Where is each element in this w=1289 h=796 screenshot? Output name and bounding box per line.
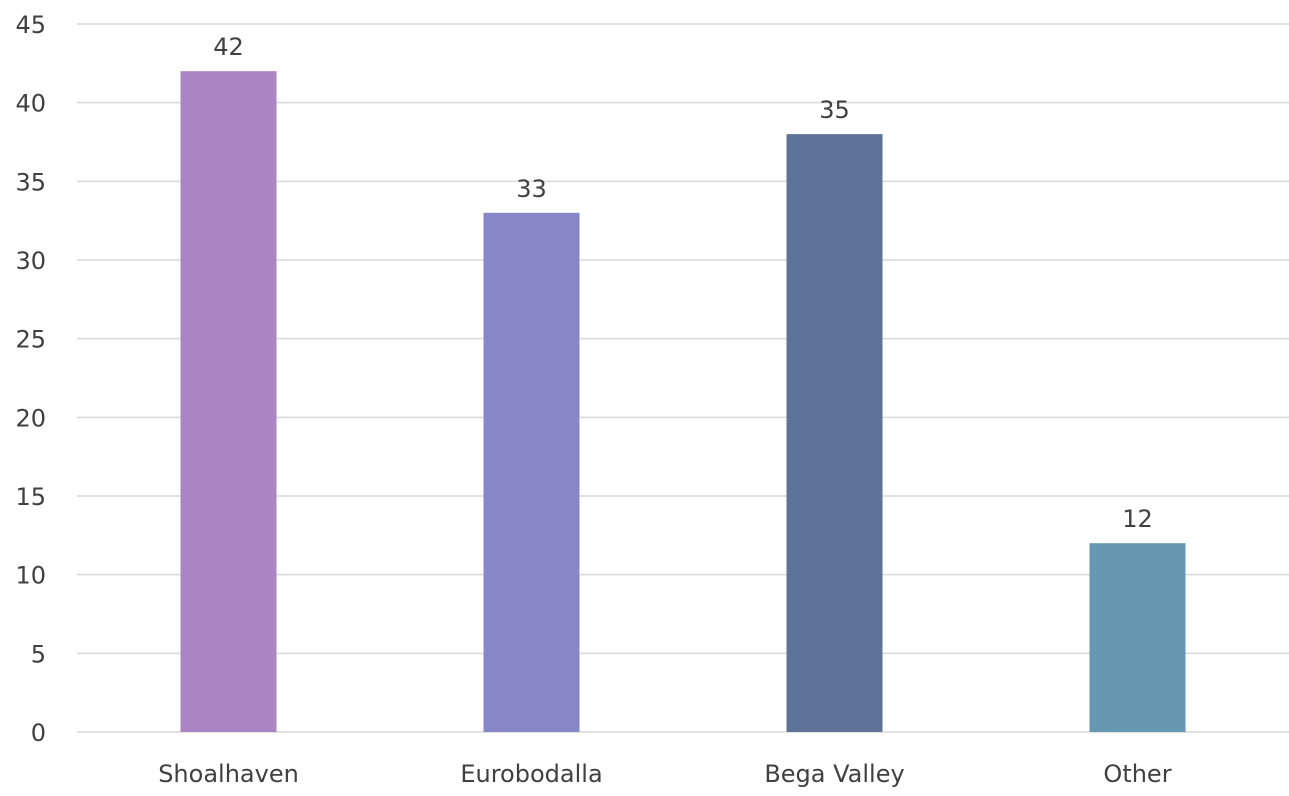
bars bbox=[180, 71, 1186, 733]
x-tick-label: Other bbox=[1103, 760, 1171, 788]
bar bbox=[1089, 543, 1186, 732]
data-labels: 42 33 35 12 bbox=[213, 33, 1153, 533]
data-label: 35 bbox=[819, 96, 850, 124]
bar bbox=[786, 134, 883, 733]
bar bbox=[483, 212, 580, 733]
data-label: 42 bbox=[213, 33, 244, 61]
y-tick-label: 20 bbox=[15, 404, 46, 432]
y-tick-label: 0 bbox=[31, 719, 46, 747]
bar bbox=[180, 71, 277, 732]
gridlines bbox=[77, 23, 1289, 733]
y-tick-label: 45 bbox=[15, 11, 46, 39]
y-tick-label: 30 bbox=[15, 247, 46, 275]
x-tick-label: Eurobodalla bbox=[460, 760, 602, 788]
data-label: 12 bbox=[1122, 505, 1153, 533]
y-tick-label: 15 bbox=[15, 483, 46, 511]
y-axis-ticks: 0 5 10 15 20 25 30 35 40 45 bbox=[15, 11, 46, 747]
x-tick-label: Bega Valley bbox=[764, 760, 904, 788]
y-tick-label: 40 bbox=[15, 90, 46, 118]
data-label: 33 bbox=[516, 175, 547, 203]
y-tick-label: 35 bbox=[15, 168, 46, 196]
y-tick-label: 5 bbox=[31, 640, 46, 668]
x-tick-label: Shoalhaven bbox=[158, 760, 299, 788]
y-tick-label: 10 bbox=[15, 562, 46, 590]
y-tick-label: 25 bbox=[15, 326, 46, 354]
x-axis-ticks: Shoalhaven Eurobodalla Bega Valley Other bbox=[158, 760, 1172, 788]
